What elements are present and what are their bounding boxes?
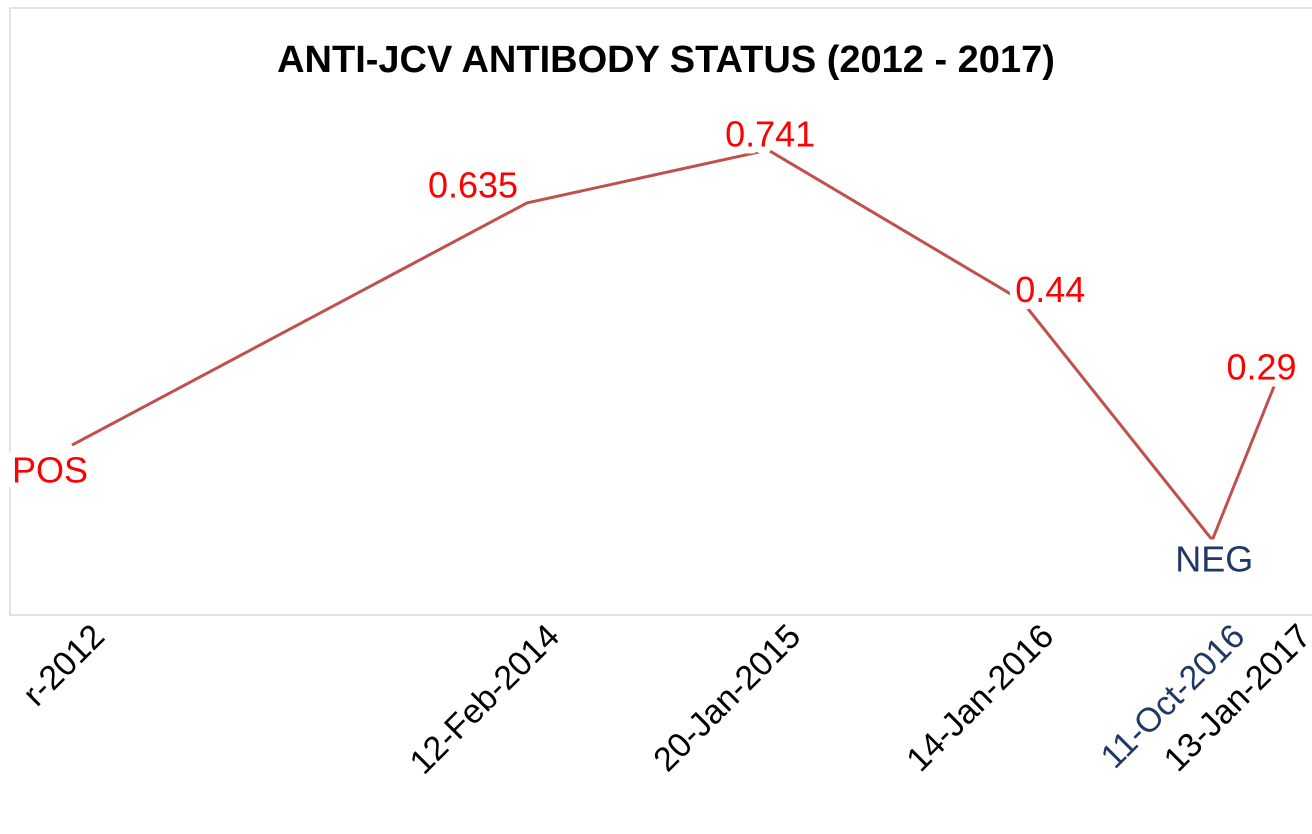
x-tick-label: r-2012 (16, 617, 112, 713)
data-label: 0.741 (725, 114, 815, 155)
x-tick-label: 12-Feb-2014 (402, 617, 567, 782)
data-label: POS (12, 450, 88, 491)
data-label: NEG (1175, 539, 1253, 580)
chart-title: ANTI-JCV ANTIBODY STATUS (2012 - 2017) (277, 39, 1055, 81)
data-label: 0.29 (1227, 347, 1297, 388)
data-line (71, 148, 1280, 543)
x-tick-label: 20-Jan-2015 (646, 617, 808, 779)
data-label: 0.44 (1015, 269, 1085, 310)
plot-border (9, 7, 1312, 616)
data-label: 0.635 (428, 164, 518, 205)
x-tick-label: 14-Jan-2016 (899, 617, 1061, 779)
